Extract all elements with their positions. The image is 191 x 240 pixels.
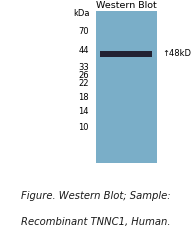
Text: kDa: kDa (73, 9, 90, 18)
Bar (96, 11, 157, 163)
Text: 18: 18 (78, 93, 89, 102)
Text: Figure. Western Blot; Sample:: Figure. Western Blot; Sample: (21, 191, 170, 201)
Text: Western Blot: Western Blot (96, 1, 156, 11)
Text: Recombinant TNNC1, Human.: Recombinant TNNC1, Human. (21, 217, 170, 227)
Text: ↑48kDa: ↑48kDa (162, 49, 191, 59)
Text: 26: 26 (78, 71, 89, 80)
Text: 70: 70 (78, 27, 89, 36)
Bar (100, 51, 152, 57)
Text: 33: 33 (78, 63, 89, 72)
Text: 10: 10 (78, 123, 89, 132)
Text: 22: 22 (78, 79, 89, 89)
Text: 14: 14 (78, 107, 89, 116)
Text: 44: 44 (78, 46, 89, 55)
